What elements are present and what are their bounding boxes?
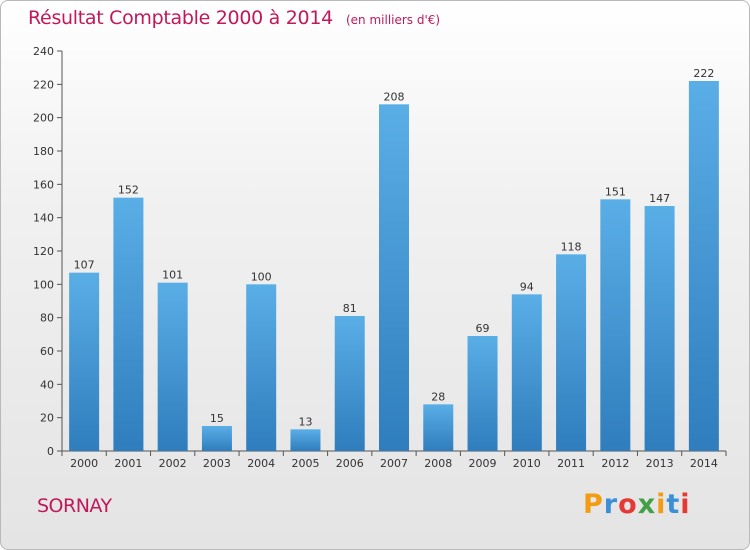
x-tick-label-2008: 2008 [424,457,452,470]
chart-title-unit: (en milliers d'€) [345,13,441,27]
bar-2011 [556,254,587,451]
y-tick-label-200: 200 [33,112,54,125]
y-tick-label-120: 120 [33,245,54,258]
data-label-2006: 81 [343,302,357,315]
x-tick-label-2010: 2010 [513,457,541,470]
x-tick-label-2014: 2014 [690,457,718,470]
bar-2003 [201,426,232,451]
x-tick-label-2009: 2009 [469,457,497,470]
bar-2009 [467,336,498,451]
data-label-2001: 152 [118,184,139,197]
data-label-2003: 15 [210,412,224,425]
chart-bars: 107 152 101 15 100 13 81 208 28 69 94 118 151 147 222 [69,67,719,451]
x-tick-label-2004: 2004 [247,457,275,470]
y-tick-label-220: 220 [33,78,54,91]
y-tick-label-60: 60 [40,345,54,358]
y-tick-label-100: 100 [33,278,54,291]
data-label-2010: 94 [520,280,534,293]
chart-title-main: Résultat Comptable 2000 à 2014 [28,7,333,29]
data-label-2008: 28 [431,390,445,403]
data-label-2005: 13 [298,415,312,428]
data-label-2004: 100 [251,270,272,283]
x-tick-label-2002: 2002 [159,457,187,470]
y-tick-label-160: 160 [33,178,54,191]
bar-2005 [290,429,321,451]
data-label-2014: 222 [693,67,714,80]
logo-letter: r [603,489,619,520]
y-tick-label-180: 180 [33,145,54,158]
data-label-2000: 107 [74,259,95,272]
logo-letter: P [583,489,604,520]
x-tick-label-2013: 2013 [646,457,674,470]
logo-letter: i [680,489,691,520]
x-tick-label-2011: 2011 [557,457,585,470]
y-tick-label-80: 80 [40,312,54,325]
x-tick-label-2005: 2005 [291,457,319,470]
bar-2007 [379,104,409,451]
bar-2006 [334,316,365,451]
x-tick-label-2006: 2006 [336,457,364,470]
y-tick-label-20: 20 [40,412,54,425]
bar-2013 [644,206,675,451]
bar-2010 [511,294,542,451]
data-label-2012: 151 [605,185,626,198]
data-label-2013: 147 [649,192,670,205]
logo-letter: t [666,489,681,520]
y-tick-label-0: 0 [47,445,54,458]
x-tick-label-2003: 2003 [203,457,231,470]
data-label-2011: 118 [561,240,582,253]
commune-name: SORNAY [37,495,112,517]
data-label-2002: 101 [162,269,183,282]
bar-2002 [157,282,188,451]
y-tick-label-140: 140 [33,212,54,225]
bar-2001 [113,197,144,451]
x-tick-label-2001: 2001 [114,457,142,470]
y-tick-label-240: 240 [33,45,54,58]
x-tick-label-2012: 2012 [601,457,629,470]
logo-letter: i [656,489,667,520]
bar-2008 [423,404,454,451]
x-tick-label-2000: 2000 [70,457,98,470]
logo-letter: x [637,489,657,520]
data-label-2007: 208 [384,90,405,103]
x-tick-label-2007: 2007 [380,457,408,470]
chart-title: Résultat Comptable 2000 à 2014 (en milli… [28,7,440,29]
bar-2014 [688,81,719,451]
proxiti-logo: Proxiti [583,489,691,520]
y-tick-label-40: 40 [40,378,54,391]
logo-letter: o [618,489,638,520]
bar-2004 [246,284,277,451]
bar-2012 [600,199,631,451]
bar-2000 [69,272,100,451]
data-label-2009: 69 [476,322,490,335]
